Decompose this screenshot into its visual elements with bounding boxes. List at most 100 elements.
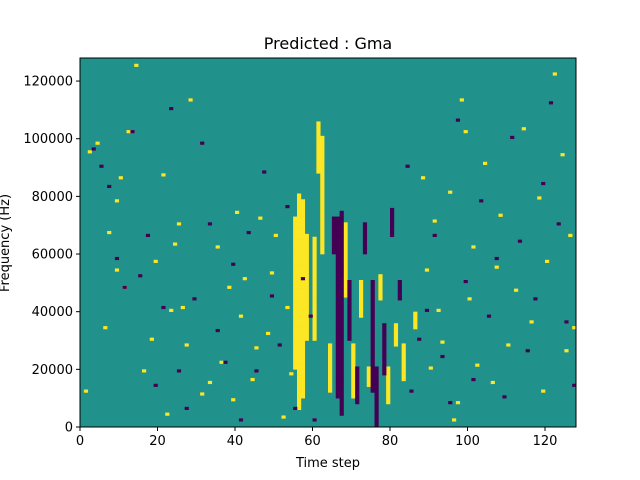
heatmap-cell-high — [568, 233, 573, 238]
y-axis: 0 20000 40000 60000 80000 100000 120000 — [23, 75, 80, 436]
heatmap-cell-high — [300, 326, 306, 330]
heatmap-cell-high — [366, 369, 371, 373]
heatmap-cell-high — [393, 331, 399, 336]
heatmap-cell-high — [134, 63, 139, 67]
heatmap-cell-high — [359, 282, 364, 287]
heatmap-cell-high — [328, 383, 333, 387]
heatmap-cell-high — [320, 239, 325, 243]
heatmap-cell-high — [312, 279, 317, 284]
heatmap-cell-high — [300, 207, 306, 212]
heatmap-cell-high — [297, 360, 302, 364]
heatmap-cell-high — [312, 317, 317, 321]
heatmap-cell-low — [370, 352, 375, 356]
heatmap-cell-high — [300, 219, 306, 223]
heatmap-cell-high — [184, 343, 189, 347]
heatmap-cell-high — [297, 248, 302, 252]
heatmap-cell-high — [297, 230, 302, 235]
heatmap-cell-high — [293, 279, 298, 284]
heatmap-cell-low — [277, 343, 282, 347]
heatmap-cell-low — [335, 259, 340, 263]
heatmap-cell-high — [300, 305, 306, 310]
heatmap-cell-high — [297, 236, 302, 240]
heatmap-cell-high — [552, 72, 557, 76]
heatmap-cell-high — [366, 383, 371, 387]
heatmap-cell-low — [370, 386, 375, 390]
heatmap-cell-low — [382, 349, 387, 353]
heatmap-cell-high — [545, 259, 550, 263]
heatmap-cell-high — [328, 360, 333, 364]
heatmap-cell-low — [331, 216, 337, 220]
heatmap-cell-low — [374, 401, 379, 405]
heatmap-cell-high — [304, 277, 309, 281]
heatmap-cell-high — [343, 282, 348, 287]
heatmap-cell-high — [393, 340, 399, 344]
heatmap-cell-high — [142, 369, 147, 373]
heatmap-cell-high — [293, 366, 298, 370]
heatmap-cell-high — [351, 352, 356, 356]
heatmap-cell-low — [335, 346, 340, 350]
heatmap-cell-high — [312, 268, 317, 272]
heatmap-cell-high — [300, 354, 306, 359]
heatmap-cell-high — [386, 366, 391, 370]
heatmap-cell-high — [343, 242, 348, 246]
heatmap-cell-high — [320, 205, 325, 209]
heatmap-cell-high — [300, 357, 306, 361]
heatmap-cell-high — [297, 305, 302, 310]
heatmap-cell-high — [312, 265, 317, 269]
heatmap-cell-high — [328, 372, 333, 376]
heatmap-cell-high — [297, 401, 302, 405]
heatmap-cell-low — [335, 328, 340, 333]
heatmap-cell-high — [328, 386, 333, 390]
heatmap-cell-low — [382, 346, 387, 350]
heatmap-cell-high — [351, 383, 356, 387]
heatmap-cell-low — [382, 357, 387, 361]
heatmap-cell-high — [304, 256, 309, 261]
heatmap-cell-low — [390, 230, 395, 235]
heatmap-cell-high — [312, 277, 317, 281]
heatmap-cell-low — [374, 380, 379, 385]
heatmap-cell-high — [297, 297, 302, 301]
heatmap-cell-high — [320, 135, 325, 140]
heatmap-cell-high — [300, 311, 306, 315]
heatmap-cell-low — [339, 380, 344, 385]
heatmap-cell-high — [269, 271, 275, 275]
heatmap-cell-low — [448, 401, 453, 405]
heatmap-cell-high — [300, 346, 306, 350]
heatmap-cell-high — [304, 248, 309, 252]
heatmap-cell-low — [339, 291, 344, 295]
heatmap-cell-high — [312, 288, 317, 292]
heatmap-cell-low — [335, 242, 340, 246]
heatmap-cell-low — [347, 282, 352, 287]
heatmap-cell-high — [297, 366, 302, 370]
heatmap-cell-low — [335, 268, 340, 272]
heatmap-cell-low — [331, 251, 337, 255]
heatmap-cell-low — [382, 343, 387, 347]
heatmap-cell-high — [401, 357, 406, 361]
heatmap-cell-low — [335, 369, 340, 373]
heatmap-cell-low — [494, 256, 499, 261]
heatmap-cell-high — [300, 392, 306, 396]
heatmap-cell-high — [483, 161, 488, 165]
heatmap-cell-high — [293, 331, 298, 336]
heatmap-cell-high — [312, 311, 317, 315]
heatmap-cell-high — [297, 308, 302, 312]
heatmap-cell-low — [347, 317, 352, 321]
heatmap-cell-high — [386, 377, 391, 382]
heatmap-cell-high — [293, 308, 298, 312]
heatmap-cell-high — [359, 305, 364, 310]
heatmap-cell-high — [351, 349, 356, 353]
heatmap-cell-low — [374, 375, 379, 379]
heatmap-cell-low — [331, 245, 337, 249]
heatmap-cell-high — [320, 199, 325, 203]
heatmap-cell-high — [413, 320, 418, 324]
x-tick-label: 100 — [455, 434, 480, 449]
heatmap-cell-high — [378, 294, 383, 298]
heatmap-cell-low — [479, 199, 484, 203]
heatmap-cell-low — [362, 228, 368, 232]
heatmap-cell-low — [355, 380, 360, 385]
heatmap-cell-low — [347, 285, 352, 289]
heatmap-cell-low — [335, 256, 340, 261]
heatmap-cell-low — [339, 369, 344, 373]
heatmap-cell-high — [297, 274, 302, 278]
